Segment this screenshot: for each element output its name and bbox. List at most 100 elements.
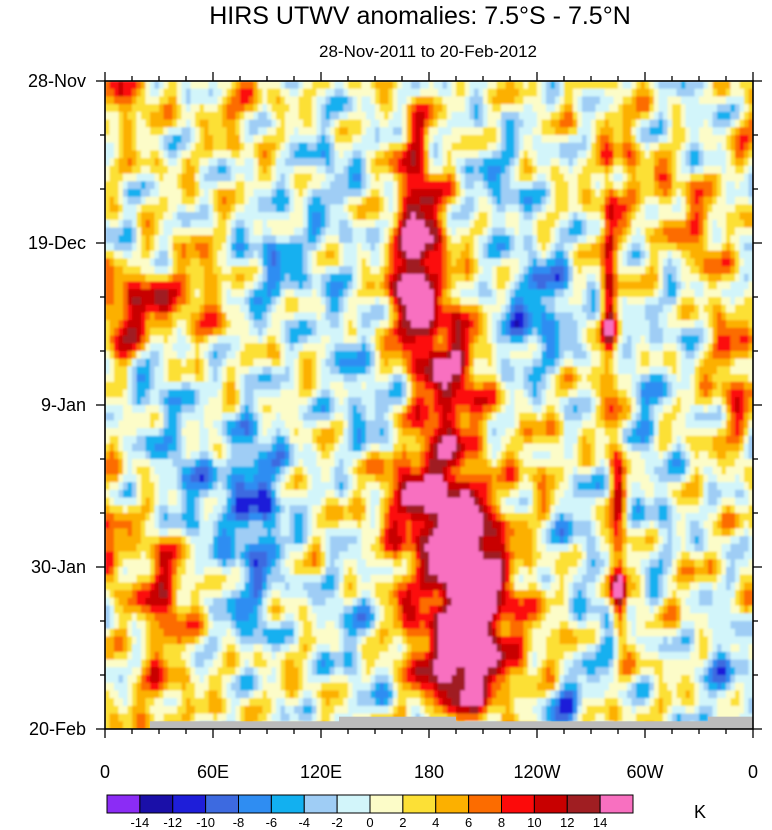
field-cell (640, 312, 646, 321)
field-cell (663, 204, 669, 213)
field-cell (474, 127, 480, 136)
field-cell (640, 165, 646, 175)
field-cell (217, 243, 223, 252)
field-cell (235, 266, 241, 275)
field-cell (627, 266, 633, 275)
field-cell (361, 204, 367, 213)
field-cell (510, 119, 516, 128)
field-cell (739, 142, 745, 152)
field-cell (123, 196, 129, 206)
field-cell (609, 181, 615, 190)
field-cell (492, 81, 498, 90)
field-cell (316, 81, 322, 90)
field-cell (402, 135, 408, 144)
field-cell (240, 150, 246, 159)
field-cell (555, 227, 561, 236)
field-cell (262, 158, 268, 167)
field-cell (159, 304, 165, 314)
field-cell (307, 96, 313, 105)
field-cell (717, 204, 723, 213)
field-cell (555, 281, 561, 290)
field-cell (447, 204, 453, 213)
field-cell (384, 96, 390, 105)
field-cell (636, 88, 642, 98)
field-cell (393, 327, 399, 337)
field-cell (217, 165, 223, 175)
field-cell (609, 243, 615, 252)
field-cell (375, 327, 381, 337)
field-cell (141, 104, 147, 113)
field-cell (465, 297, 471, 306)
field-cell (748, 119, 753, 128)
field-cell (618, 235, 624, 244)
field-cell (231, 189, 237, 198)
field-cell (483, 142, 489, 152)
field-cell (186, 227, 192, 236)
field-cell (438, 96, 444, 105)
field-cell (123, 281, 129, 290)
field-cell (253, 312, 259, 321)
field-cell (235, 312, 241, 321)
field-cell (339, 142, 345, 152)
field-cell (136, 142, 142, 152)
field-cell (168, 142, 174, 152)
field-cell (447, 219, 453, 229)
field-cell (177, 181, 183, 190)
field-cell (204, 297, 210, 306)
field-cell (523, 304, 529, 314)
field-cell (258, 273, 264, 283)
field-cell (262, 119, 268, 128)
field-cell (622, 189, 628, 198)
field-cell (429, 289, 435, 298)
field-cell (721, 327, 727, 337)
field-cell (222, 111, 228, 121)
field-cell (348, 96, 354, 105)
field-cell (154, 304, 160, 314)
field-cell (141, 266, 147, 275)
field-cell (636, 111, 642, 121)
field-cell (240, 81, 246, 90)
field-cell (258, 212, 264, 221)
field-cell (564, 96, 570, 105)
field-cell (348, 250, 354, 260)
field-cell (586, 297, 592, 306)
field-cell (708, 297, 714, 306)
field-cell (492, 250, 498, 260)
field-cell (190, 135, 196, 144)
field-cell (375, 142, 381, 152)
field-cell (258, 258, 264, 267)
field-cell (334, 243, 340, 252)
field-cell (357, 181, 363, 190)
field-cell (375, 165, 381, 175)
field-cell (249, 250, 255, 260)
field-cell (442, 273, 448, 283)
field-cell (456, 304, 462, 314)
field-cell (402, 104, 408, 113)
field-cell (123, 212, 129, 221)
field-cell (348, 281, 354, 290)
field-cell (735, 320, 741, 329)
field-cell (510, 227, 516, 236)
field-cell (438, 243, 444, 252)
field-cell (636, 281, 642, 290)
field-cell (501, 273, 507, 283)
field-cell (505, 289, 511, 298)
field-cell (631, 104, 637, 113)
field-cell (627, 135, 633, 144)
field-cell (447, 173, 453, 182)
field-cell (379, 250, 385, 260)
field-cell (168, 158, 174, 167)
field-cell (145, 212, 151, 221)
field-cell (262, 327, 268, 337)
field-cell (690, 189, 696, 198)
field-cell (685, 88, 691, 98)
field-cell (195, 142, 201, 152)
field-cell (154, 250, 160, 260)
field-cell (474, 142, 480, 152)
field-cell (708, 273, 714, 283)
field-cell (253, 142, 259, 152)
field-cell (676, 181, 682, 190)
field-cell (136, 212, 142, 221)
field-cell (456, 312, 462, 321)
field-cell (640, 304, 646, 314)
